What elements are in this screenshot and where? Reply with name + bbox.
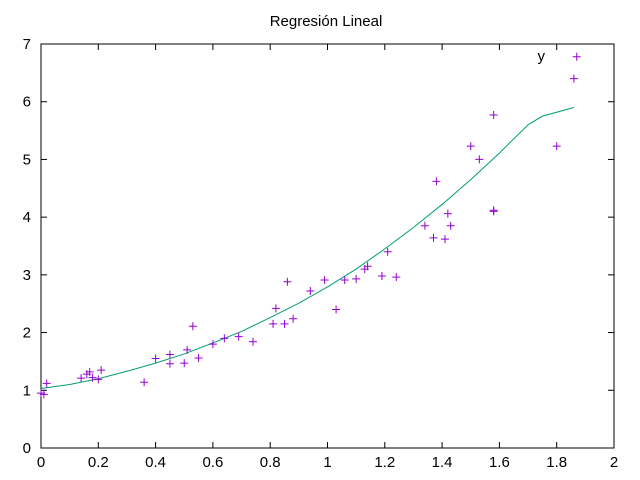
x-tick-label: 0.2 [88,454,109,471]
data-point [432,177,441,186]
x-tick-label: 0 [37,454,45,471]
data-point [352,274,361,283]
data-point [180,359,189,368]
legend-label-y: y [538,48,546,65]
data-point [363,262,372,271]
plot-frame [40,43,615,449]
x-axis: 0 0.2 0.4 0.6 0.8 1 1.2 1.4 1.6 1.8 2 [37,44,618,471]
data-point [283,277,292,286]
data-point [569,74,578,83]
data-point [332,305,341,314]
data-point [269,319,278,328]
x-tick-label: 1 [323,454,331,471]
x-tick-label: 0.6 [202,454,223,471]
data-point [249,337,258,346]
y-tick-label: 4 [23,209,31,226]
y-tick-label: 3 [23,267,31,284]
x-tick-label: 1.4 [432,454,453,471]
data-point [340,276,349,285]
x-tick-label: 0.8 [260,454,281,471]
data-point [140,378,149,387]
data-point [489,110,498,119]
data-point [429,233,438,242]
data-point [383,247,392,256]
data-point [42,379,51,388]
data-point [289,314,298,323]
x-tick-label: 2 [610,454,618,471]
data-point [306,287,315,296]
x-tick-label: 1.8 [546,454,567,471]
data-point [466,142,475,151]
data-point [475,155,484,164]
data-point [220,334,229,343]
data-point [97,366,106,375]
x-tick-label: 0.4 [145,454,166,471]
legend: y [538,48,546,65]
data-point [234,332,243,341]
data-point [392,273,401,282]
data-point [280,319,289,328]
y-tick-label: 1 [23,382,31,399]
y-tick-label: 7 [23,36,31,53]
data-point [183,345,192,354]
chart-title: Regresión Lineal [270,13,383,30]
y-tick-label: 6 [23,94,31,111]
data-point [151,354,160,363]
x-tick-label: 1.6 [489,454,510,471]
data-point [446,221,455,230]
data-point [420,221,429,230]
data-point [165,350,174,359]
data-point [443,209,452,218]
data-point [88,373,97,382]
data-point [377,272,386,281]
data-point [39,390,48,399]
data-point [77,374,86,383]
data-point [94,375,103,384]
y-tick-label: 0 [23,440,31,457]
data-point [320,276,329,285]
data-point [165,359,174,368]
data-point [572,52,581,61]
data-point [85,367,94,376]
fit-curve [40,107,575,390]
data-point [194,353,203,362]
data-point [271,304,280,313]
data-point [208,340,217,349]
data-point [552,142,561,151]
data-point [440,235,449,244]
x-tick-label: 1.2 [374,454,395,471]
y-tick-label: 2 [23,325,31,342]
y-axis: 0 1 2 3 4 5 6 7 [23,36,614,457]
y-tick-label: 5 [23,151,31,168]
data-point [489,207,498,216]
scatter-points [37,52,581,399]
data-point [188,322,197,331]
